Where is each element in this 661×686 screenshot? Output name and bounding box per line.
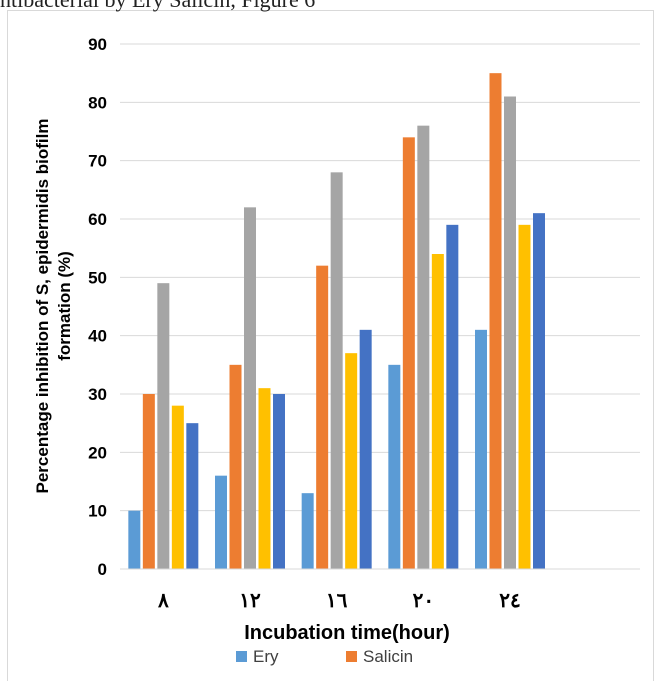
y-tick-label: 60: [88, 210, 107, 229]
bar: [316, 265, 329, 569]
bar: [186, 423, 199, 569]
y-tick-label: 50: [88, 268, 107, 287]
bar: [128, 510, 141, 569]
x-tick-label: ١٦: [326, 590, 348, 612]
y-tick-label: 40: [88, 327, 107, 346]
bar: [431, 254, 444, 569]
y-tick-label: 30: [88, 385, 107, 404]
x-tick-label: ٨: [157, 590, 169, 612]
bar: [402, 137, 415, 570]
bar: [504, 96, 516, 569]
bar: [157, 283, 170, 569]
bar: [475, 329, 487, 569]
y-tick-label: 10: [88, 502, 107, 521]
bar: [417, 125, 430, 570]
x-tick-label: ٢٤: [499, 590, 520, 612]
x-tick-label: ١٢: [239, 590, 261, 612]
bar: [489, 73, 502, 570]
bar: [359, 329, 372, 569]
legend-label: Ery: [253, 647, 279, 666]
y-axis-label-line-2: formation (%): [55, 251, 74, 361]
caption-fragment: ntibacterial by Ery Salicin, Figure 6: [0, 0, 315, 13]
y-tick-label: 80: [88, 93, 107, 112]
y-axis-label-line-1: Percentage inhibition of S, epidermidis …: [33, 119, 52, 494]
bar: [273, 394, 285, 569]
bar: [258, 388, 271, 569]
legend: Ery Salicin: [236, 647, 413, 666]
bar: [330, 172, 343, 570]
x-axis-label: Incubation time(hour): [244, 622, 450, 644]
bar: [244, 207, 256, 570]
bar: [301, 493, 314, 569]
bar: [345, 353, 358, 569]
y-tick-label: 90: [88, 35, 107, 54]
y-axis-ticks: 0 10 20 30 40 50 60 70 80 90: [88, 35, 107, 579]
x-tick-label: ٢٠: [413, 590, 434, 612]
bar: [446, 224, 459, 570]
bars: [128, 73, 545, 570]
legend-label: Salicin: [363, 647, 413, 666]
bar: [215, 475, 227, 569]
bar: [518, 224, 531, 570]
legend-swatch: [346, 651, 357, 662]
bar: [533, 213, 545, 569]
y-tick-label: 70: [88, 152, 107, 171]
y-tick-label: 0: [98, 560, 107, 579]
gridlines: [120, 43, 640, 512]
x-axis-ticks: ٨ ١٢ ١٦ ٢٠ ٢٤: [157, 590, 521, 612]
bar: [388, 364, 401, 569]
y-axis-label: Percentage inhibition of S, epidermidis …: [33, 119, 74, 494]
legend-swatch: [236, 651, 247, 662]
bar: [229, 364, 242, 569]
bar: [171, 405, 184, 569]
y-tick-label: 20: [88, 443, 107, 462]
bar: [142, 394, 155, 569]
